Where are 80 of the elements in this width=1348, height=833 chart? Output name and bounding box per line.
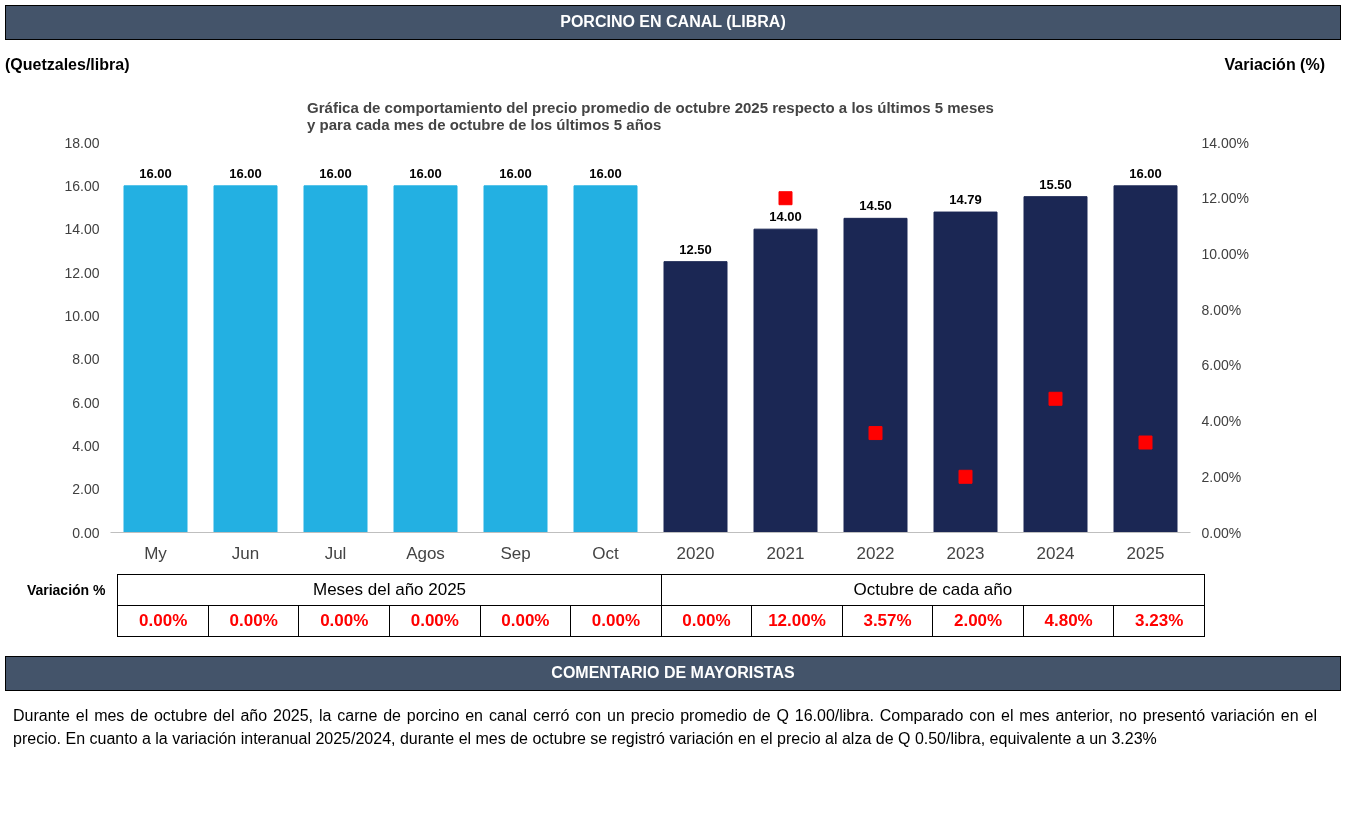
y-tick-label: 8.00 <box>72 350 100 367</box>
y2-tick-label: 8.00% <box>1201 301 1242 318</box>
y2-tick-label: 6.00% <box>1201 357 1242 374</box>
text: COMENTARIO DE MAYORISTAS <box>5 656 1341 692</box>
text: Octubre de cada año <box>661 574 1205 606</box>
data-label: 16.00 <box>499 165 532 181</box>
bar <box>573 185 638 533</box>
bar <box>663 260 728 533</box>
y2-tick-label: 12.00% <box>1201 189 1249 206</box>
text: 0.00% <box>139 610 188 630</box>
text: Variación % <box>25 580 107 600</box>
x-tick-label: Agos <box>406 543 445 563</box>
y-tick-label: 2.00 <box>72 480 100 497</box>
x-tick-label: 2023 <box>946 543 985 563</box>
bar <box>393 185 458 533</box>
chart-subtitle: Gráfica de comportamiento del precio promedio de octubre 2025 respecto a los últimos 5 meses y para cada mes de octubre de los últimos 5 años <box>307 98 994 133</box>
point <box>1048 391 1063 406</box>
data-label: 2.00% <box>932 605 1024 637</box>
x-tick-label: Oct <box>592 543 619 563</box>
text: 0.00% <box>320 610 369 630</box>
y-axis-title: (Quetzales/libra) <box>5 54 130 75</box>
x-tick-label: 2025 <box>1126 543 1165 563</box>
text: Durante el mes de octubre del año 2025, la carne de porcino en canal cerró con un precio promedio de Q 16.00/libra. Comparado con el mes anterior, no presentó variación en el precio. En cuanto a la variación interanual 2025/2024, durante el mes de octubre se registró variación en el precio al alza de Q 0.50/libra, equivalente a un 3.23% <box>12 706 1318 749</box>
data-label: 15.50 <box>1039 176 1072 192</box>
x-tick-label: 2020 <box>676 543 715 563</box>
chart-title: PORCINO EN CANAL (LIBRA) <box>5 5 1341 40</box>
text: 0.00% <box>229 610 278 630</box>
data-label: 3.57% <box>842 605 933 637</box>
data-label: 16.00 <box>319 165 352 181</box>
data-label: 14.00 <box>769 208 802 224</box>
y2-tick-label: 2.00% <box>1201 468 1242 485</box>
x-tick-label: 2024 <box>1036 543 1075 563</box>
y-tick-label: 4.00 <box>72 437 100 454</box>
data-label: 16.00 <box>229 165 262 181</box>
data-label: 4.80% <box>1023 605 1114 637</box>
data-label: 14.50 <box>859 198 892 214</box>
y-tick-label: 12.00 <box>64 264 100 281</box>
x-tick-label: My <box>144 543 168 563</box>
bar <box>933 211 998 533</box>
point <box>868 425 883 440</box>
text: 0.00% <box>591 610 640 630</box>
point <box>778 190 793 205</box>
bar <box>753 228 818 533</box>
y2-tick-label: 0.00% <box>1201 524 1242 541</box>
y-tick-label: 16.00 <box>64 177 100 194</box>
text: 0.00% <box>410 610 459 630</box>
data-label: 16.00 <box>589 165 622 181</box>
bar <box>843 217 908 533</box>
data-label: 14.79 <box>949 191 982 207</box>
data-label: 16.00 <box>139 165 172 181</box>
y2-tick-label: 10.00% <box>1201 245 1249 262</box>
data-label: 12.50 <box>679 241 712 257</box>
y-tick-label: 0.00 <box>72 524 100 541</box>
y-tick-label: 6.00 <box>72 394 100 411</box>
data-label: 16.00 <box>1129 165 1162 181</box>
bar <box>1113 185 1178 533</box>
y2-tick-label: 14.00% <box>1201 134 1249 151</box>
y2-tick-label: 4.00% <box>1201 412 1242 429</box>
x-tick-label: Jul <box>324 543 347 563</box>
data-label: 3.23% <box>1113 605 1205 637</box>
y2-axis-title: Variación (%) <box>1224 54 1325 75</box>
y-tick-label: 18.00 <box>64 134 100 151</box>
bar <box>123 185 188 533</box>
x-tick-label: 2022 <box>856 543 895 563</box>
text: Meses del año 2025 <box>117 574 662 606</box>
data-label: 16.00 <box>409 165 442 181</box>
point <box>958 469 973 484</box>
data-label: 12.00% <box>751 605 843 637</box>
y-tick-label: 14.00 <box>64 220 100 237</box>
text: 0.00% <box>501 610 550 630</box>
bar <box>303 185 368 533</box>
y-tick-label: 10.00 <box>64 307 100 324</box>
point <box>1138 435 1153 450</box>
text: 0.00% <box>682 610 731 630</box>
bar <box>483 185 548 533</box>
x-tick-label: Jun <box>231 543 260 563</box>
bar <box>1023 195 1088 533</box>
x-tick-label: 2021 <box>766 543 805 563</box>
bar <box>213 185 278 533</box>
x-tick-label: Sep <box>500 543 531 563</box>
